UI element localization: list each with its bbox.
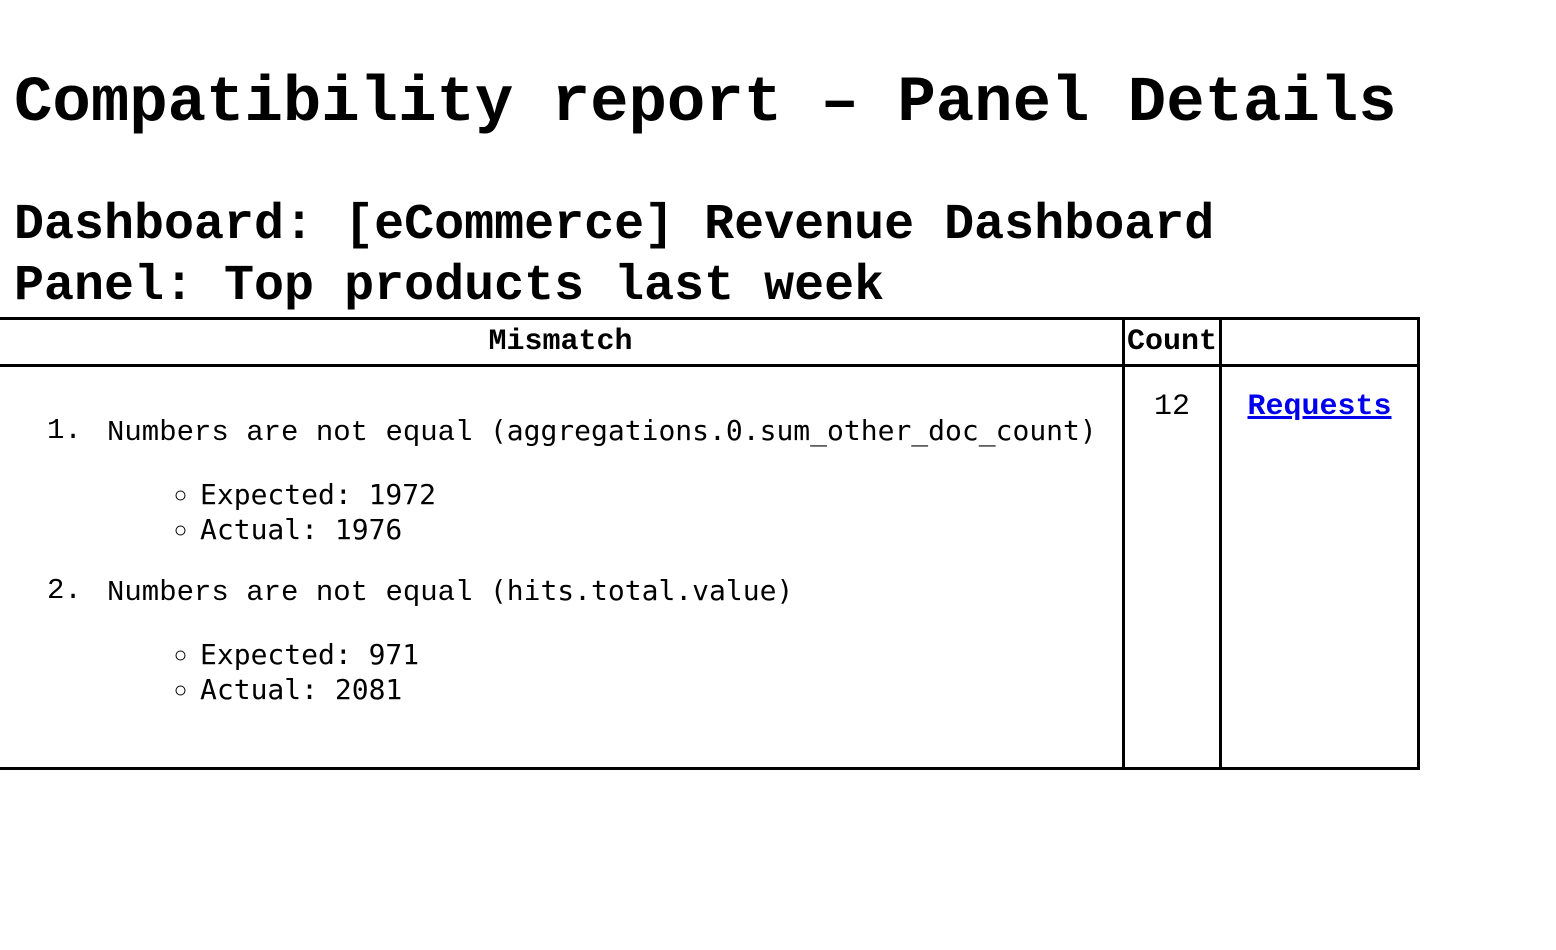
page-title: Compatibility report – Panel Details	[14, 68, 1397, 140]
panel-value: Top products last week	[224, 257, 885, 315]
mismatch-item: 1. Numbers are not equal (aggregations.0…	[47, 413, 1122, 547]
mismatch-item-number: 1.	[47, 413, 82, 447]
dashboard-line: Dashboard: [eCommerce] Revenue Dashboard	[14, 195, 1556, 256]
dashboard-label: Dashboard:	[14, 196, 315, 254]
expected-value-item: Expected: 1972	[200, 477, 1122, 512]
count-cell: 12	[1122, 363, 1222, 770]
actual-value-item: Actual: 1976	[200, 512, 1122, 547]
mismatch-message-text: Numbers are not equal	[107, 415, 473, 449]
panel-line: Panel: Top products last week	[14, 256, 1556, 317]
panel-label: Panel:	[14, 257, 195, 315]
column-header-count: Count	[1122, 316, 1222, 367]
mismatch-item-number: 2.	[47, 573, 82, 607]
column-header-actions	[1219, 316, 1420, 367]
mismatch-detail-list: Expected: 1972 Actual: 1976	[107, 477, 1122, 547]
actual-value-item: Actual: 2081	[200, 672, 1122, 707]
report-subheadings: Dashboard: [eCommerce] Revenue Dashboard…	[14, 195, 1556, 317]
mismatch-detail-list: Expected: 971 Actual: 2081	[107, 637, 1122, 707]
dashboard-value: [eCommerce] Revenue Dashboard	[344, 196, 1215, 254]
panel-mismatch-row: 1. Numbers are not equal (aggregations.0…	[0, 363, 1420, 770]
requests-cell: Requests	[1219, 363, 1420, 770]
mismatch-list: 1. Numbers are not equal (aggregations.0…	[0, 413, 1122, 707]
requests-link[interactable]: Requests	[1247, 389, 1392, 424]
table-header-row: Mismatch Count	[0, 316, 1420, 367]
mismatch-path-code: (aggregations.0.sum_other_doc_count)	[489, 413, 1097, 447]
count-value: 12	[1153, 389, 1190, 424]
mismatch-cell: 1. Numbers are not equal (aggregations.0…	[0, 363, 1125, 770]
mismatch-item: 2. Numbers are not equal (hits.total.val…	[47, 573, 1122, 707]
column-header-mismatch: Mismatch	[0, 316, 1125, 367]
mismatch-message: Numbers are not equal (aggregations.0.su…	[107, 413, 1122, 451]
mismatch-path-code: (hits.total.value)	[489, 573, 794, 607]
mismatch-message: Numbers are not equal (hits.total.value)	[107, 573, 1122, 611]
expected-value-item: Expected: 971	[200, 637, 1122, 672]
mismatch-message-text: Numbers are not equal	[107, 575, 473, 609]
mismatch-table: Mismatch Count 1. Numbers are not equal …	[0, 316, 1420, 770]
